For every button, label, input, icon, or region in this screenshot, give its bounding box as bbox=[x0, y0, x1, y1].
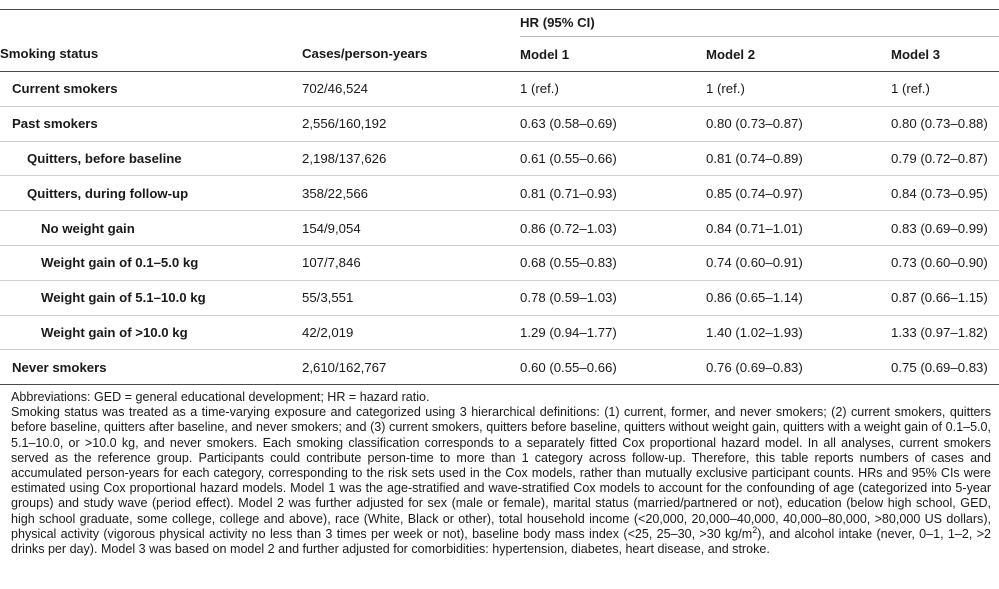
footnote-tail-text: ), and alcohol intake (never, 0–1, 1–2, … bbox=[11, 526, 992, 557]
table-row: Never smokers 2,610/162,767 0.60 (0.55–0… bbox=[0, 349, 999, 386]
row-label: Quitters, during follow-up bbox=[0, 175, 302, 212]
cases-cell: 55/3,551 bbox=[302, 280, 520, 316]
model-2-cell: 0.81 (0.74–0.89) bbox=[706, 141, 891, 177]
model-2-cell: 0.84 (0.71–1.01) bbox=[706, 210, 891, 246]
superscript-2: 2 bbox=[752, 524, 758, 535]
row-label: Weight gain of >10.0 kg bbox=[0, 315, 302, 351]
model-3-cell: 1 (ref.) bbox=[891, 71, 999, 107]
row-label: Past smokers bbox=[0, 106, 302, 142]
model-1-cell: 1 (ref.) bbox=[520, 71, 706, 107]
hazard-ratio-table: HR (95% CI) Smoking status Cases/person-… bbox=[0, 9, 999, 386]
model-1-cell: 0.78 (0.59–1.03) bbox=[520, 280, 706, 316]
model-1-cell: 1.29 (0.94–1.77) bbox=[520, 315, 706, 351]
column-header-model-2: Model 2 bbox=[706, 36, 891, 72]
model-3-cell: 0.75 (0.69–0.83) bbox=[891, 349, 999, 386]
model-3-cell: 0.79 (0.72–0.87) bbox=[891, 141, 999, 177]
table-row: Quitters, during follow-up 358/22,566 0.… bbox=[0, 175, 999, 212]
table-row: Weight gain of 0.1–5.0 kg 107/7,846 0.68… bbox=[0, 245, 999, 281]
model-1-cell: 0.63 (0.58–0.69) bbox=[520, 106, 706, 142]
row-label: No weight gain bbox=[0, 210, 302, 246]
table-row: Weight gain of 5.1–10.0 kg 55/3,551 0.78… bbox=[0, 280, 999, 316]
cases-cell: 2,610/162,767 bbox=[302, 349, 520, 386]
cases-cell: 358/22,566 bbox=[302, 175, 520, 212]
model-1-cell: 0.61 (0.55–0.66) bbox=[520, 141, 706, 177]
model-2-cell: 0.85 (0.74–0.97) bbox=[706, 175, 891, 212]
model-3-cell: 0.80 (0.73–0.88) bbox=[891, 106, 999, 142]
table-notes: Abbreviations: GED = general educational… bbox=[11, 390, 991, 557]
column-header-model-1: Model 1 bbox=[520, 36, 706, 72]
model-1-cell: 0.60 (0.55–0.66) bbox=[520, 349, 706, 386]
column-header-model-3: Model 3 bbox=[891, 36, 999, 72]
cases-cell: 2,198/137,626 bbox=[302, 141, 520, 177]
row-label: Never smokers bbox=[0, 349, 302, 386]
header-row-group: HR (95% CI) bbox=[0, 9, 999, 37]
model-2-cell: 0.76 (0.69–0.83) bbox=[706, 349, 891, 386]
model-3-cell: 0.73 (0.60–0.90) bbox=[891, 245, 999, 281]
row-label: Weight gain of 5.1–10.0 kg bbox=[0, 280, 302, 316]
methods-footnote: Smoking status was treated as a time-var… bbox=[11, 405, 991, 557]
model-1-cell: 0.68 (0.55–0.83) bbox=[520, 245, 706, 281]
cases-cell: 702/46,524 bbox=[302, 71, 520, 107]
row-label: Current smokers bbox=[0, 71, 302, 107]
cases-cell: 154/9,054 bbox=[302, 210, 520, 246]
model-3-cell: 0.83 (0.69–0.99) bbox=[891, 210, 999, 246]
cases-cell: 107/7,846 bbox=[302, 245, 520, 281]
model-1-cell: 0.81 (0.71–0.93) bbox=[520, 175, 706, 212]
model-2-cell: 0.74 (0.60–0.91) bbox=[706, 245, 891, 281]
table-row: No weight gain 154/9,054 0.86 (0.72–1.03… bbox=[0, 210, 999, 246]
abbreviations-note: Abbreviations: GED = general educational… bbox=[11, 390, 430, 404]
cases-cell: 2,556/160,192 bbox=[302, 106, 520, 142]
table-row: Weight gain of >10.0 kg 42/2,019 1.29 (0… bbox=[0, 315, 999, 351]
column-header-cases: Cases/person-years bbox=[302, 36, 520, 72]
hr-group-header: HR (95% CI) bbox=[520, 9, 999, 37]
model-3-cell: 0.87 (0.66–1.15) bbox=[891, 280, 999, 316]
header-row-columns: Smoking status Cases/person-years Model … bbox=[0, 36, 999, 72]
table-top-rule bbox=[0, 9, 999, 10]
table-row: Current smokers 702/46,524 1 (ref.) 1 (r… bbox=[0, 71, 999, 107]
row-label: Weight gain of 0.1–5.0 kg bbox=[0, 245, 302, 281]
model-3-cell: 1.33 (0.97–1.82) bbox=[891, 315, 999, 351]
model-3-cell: 0.84 (0.73–0.95) bbox=[891, 175, 999, 212]
table-row: Past smokers 2,556/160,192 0.63 (0.58–0.… bbox=[0, 106, 999, 142]
row-label: Quitters, before baseline bbox=[0, 141, 302, 177]
table-row: Quitters, before baseline 2,198/137,626 … bbox=[0, 141, 999, 177]
model-2-cell: 0.86 (0.65–1.14) bbox=[706, 280, 891, 316]
model-2-cell: 0.80 (0.73–0.87) bbox=[706, 106, 891, 142]
model-2-cell: 1 (ref.) bbox=[706, 71, 891, 107]
column-header-smoking-status: Smoking status bbox=[0, 36, 302, 72]
model-1-cell: 0.86 (0.72–1.03) bbox=[520, 210, 706, 246]
cases-cell: 42/2,019 bbox=[302, 315, 520, 351]
footnote-main-text: Smoking status was treated as a time-var… bbox=[11, 405, 991, 541]
model-2-cell: 1.40 (1.02–1.93) bbox=[706, 315, 891, 351]
